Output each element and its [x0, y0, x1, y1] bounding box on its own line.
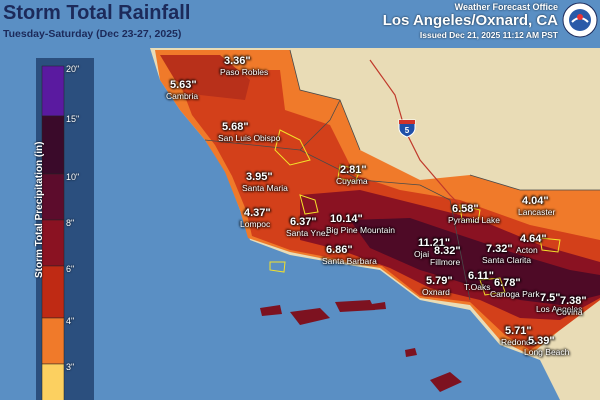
rainfall-amount: 5.68": [222, 121, 249, 133]
place-name: Santa Maria: [242, 183, 288, 193]
rainfall-amount: 4.64": [520, 233, 547, 245]
county-boundaries: [204, 49, 600, 301]
place-name: Covina: [556, 307, 583, 317]
rainfall-amount: 10.14": [330, 213, 363, 225]
map-subtitle: Tuesday-Saturday (Dec 23-27, 2025): [3, 28, 182, 40]
place-name: Fillmore: [430, 257, 461, 267]
interstate-number: 5: [405, 126, 410, 135]
legend-tick-label: 10": [66, 172, 80, 182]
burn-scar-outlines: [269, 129, 561, 296]
rainfall-amount: 11.21": [418, 237, 451, 249]
forecast-office-city: Los Angeles/Oxnard, CA: [382, 12, 558, 29]
place-name: T.Oaks: [464, 282, 491, 292]
legend-color-band: [41, 65, 65, 117]
place-name: Santa Barbara: [322, 256, 377, 266]
interstate-shield-icon: 5: [398, 119, 416, 138]
legend-color-band: [41, 363, 65, 400]
rainfall-amount: 6.86": [326, 244, 353, 256]
place-name: Acton: [516, 245, 538, 255]
place-name: Cambria: [166, 91, 199, 101]
place-name: Long Beach: [524, 347, 570, 357]
rainfall-amount: 5.63": [170, 79, 197, 91]
rainfall-amount: 6.78": [494, 277, 521, 289]
place-name: San Luis Obispo: [218, 133, 281, 143]
place-name: Cuyama: [336, 176, 368, 186]
place-name: Lompoc: [240, 219, 271, 229]
rainfall-amount: 5.79": [426, 275, 453, 287]
legend-tick-label: 6": [66, 264, 75, 274]
place-name: Oxnard: [422, 287, 450, 297]
noaa-weather-logo-icon: [562, 2, 598, 38]
place-name: Canoga Park: [490, 289, 540, 299]
rainfall-amount: 5.71": [505, 325, 532, 337]
legend-tick-label: 4": [66, 316, 75, 326]
rainfall-amount: 4.37": [244, 207, 271, 219]
rainfall-zone-north: [160, 55, 250, 100]
place-name: Redondo: [501, 337, 536, 347]
legend-tick-label: 15": [66, 114, 80, 124]
place-name: Ojai: [414, 249, 430, 259]
legend-tick-label: 8": [66, 218, 75, 228]
place-name: Pyramid Lake: [448, 215, 500, 225]
precipitation-legend: Storm Total Precipitation (in) 20" 15" 10"…: [34, 58, 94, 400]
legend-color-band: [41, 115, 65, 175]
legend-tick-label: 3": [66, 362, 75, 372]
interstate-5-route: [369, 59, 466, 211]
rainfall-amount: 6.37": [290, 216, 317, 228]
place-name: Lancaster: [518, 207, 556, 217]
legend-color-band: [41, 219, 65, 267]
rainfall-amount: 7.5": [540, 292, 561, 304]
rainfall-amount: 7.38": [560, 295, 587, 307]
rainfall-amount: 6.11": [468, 270, 495, 282]
rainfall-amount: 4.04": [522, 195, 549, 207]
forecast-office-label: Weather Forecast Office: [454, 2, 558, 12]
legend-color-band: [41, 173, 65, 221]
channel-islands: [260, 300, 462, 392]
rainfall-amount: 3.95": [246, 171, 273, 183]
rainfall-amount: 8.32": [434, 245, 461, 257]
legend-color-band: [41, 317, 65, 365]
rainfall-amount: 2.81": [340, 164, 367, 176]
legend-title: Storm Total Precipitation (in): [34, 141, 45, 278]
place-name: Santa Ynez: [286, 228, 330, 238]
legend-color-scale: [36, 58, 94, 400]
rainfall-zone-darkest: [350, 218, 600, 305]
issued-timestamp: Issued Dec 21, 2025 11:12 AM PST: [419, 30, 558, 40]
place-name: Santa Clarita: [482, 255, 532, 265]
rainfall-amount: 5.39": [528, 335, 555, 347]
place-name: Los Angeles: [536, 304, 583, 314]
rainfall-amount: 6.58": [452, 203, 479, 215]
legend-color-band: [41, 265, 65, 319]
place-name: Big Pine Mountain: [326, 225, 395, 235]
legend-tick-label: 20": [66, 64, 80, 74]
place-name: Paso Robles: [220, 67, 269, 77]
map-title: Storm Total Rainfall: [3, 2, 191, 24]
map-header: Storm Total Rainfall Tuesday-Saturday (D…: [0, 0, 600, 44]
rainfall-amount: 3.36": [224, 55, 251, 67]
rainfall-amount: 7.32": [486, 243, 513, 255]
